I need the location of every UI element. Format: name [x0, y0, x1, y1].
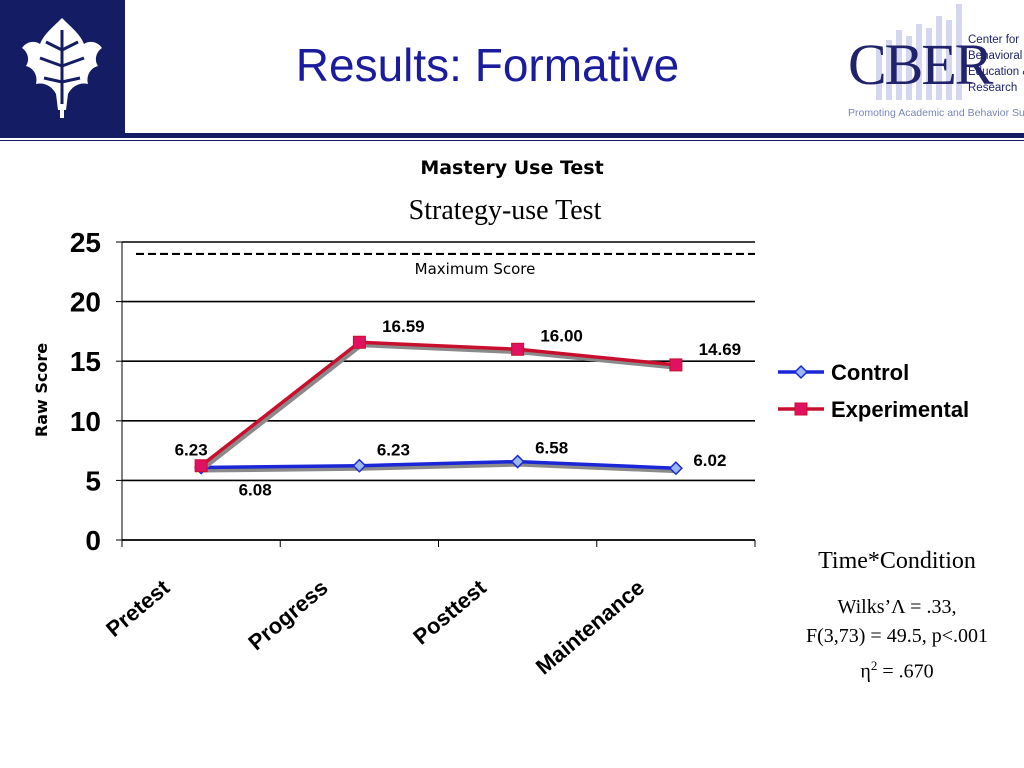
stats-eta-superscript: 2 — [870, 658, 878, 673]
series-line — [201, 459, 676, 470]
y-tick-label: 20 — [70, 287, 101, 318]
x-tick-label: Progress — [243, 575, 332, 655]
cber-line-3: Education & — [968, 66, 1024, 78]
slide-title: Results: Formative — [295, 39, 680, 91]
data-label: 16.00 — [540, 326, 583, 345]
chart-axes: 0 5 10 15 20 25 Pretest Progress Posttest Mainten… — [70, 227, 756, 680]
data-point — [669, 358, 683, 372]
data-point — [511, 342, 525, 356]
cber-letters: CBER — [848, 32, 993, 97]
legend-marker — [793, 364, 809, 380]
data-label: 6.23 — [377, 441, 410, 460]
cber-bars-graphic — [876, 4, 962, 100]
stats-heading: Time*Condition — [818, 548, 976, 574]
data-point — [668, 461, 683, 476]
header-rule-thin — [0, 140, 1024, 141]
series-line — [200, 340, 677, 468]
data-label: 6.58 — [535, 439, 568, 458]
cber-logo: CBER Center for Behavioral Education & R… — [840, 0, 1024, 125]
max-score-label: Maximum Score — [415, 260, 536, 278]
chart-grid — [122, 241, 755, 541]
x-tick-label: Pretest — [101, 574, 175, 642]
cber-line-4: Research — [968, 82, 1018, 94]
chart-series: 6.08 6.23 6.58 6.02 6.23 16.59 16.00 14.69 — [175, 317, 742, 499]
stats-f-test: F(3,73) = 49.5, p<.001 — [805, 625, 988, 647]
y-axis-label: Raw Score — [32, 343, 51, 437]
series-experimental: 6.23 16.59 16.00 14.69 — [175, 317, 742, 473]
max-score-reference: Maximum Score — [136, 252, 755, 278]
y-tick-label: 10 — [70, 406, 101, 437]
chart-subtitle: Strategy-use Test — [409, 195, 602, 226]
strategy-use-line-chart: Mastery Use Test Strategy-use Test Raw S… — [32, 157, 969, 680]
legend-label: Experimental — [831, 397, 969, 422]
cber-line-1: Center for — [968, 34, 1020, 46]
legend-label: Control — [831, 360, 909, 385]
series-shadow — [201, 343, 679, 471]
y-tick-label: 0 — [85, 525, 101, 556]
x-tick-label: Maintenance — [531, 575, 649, 680]
header-rule — [0, 133, 1024, 138]
data-point — [194, 459, 208, 473]
data-label: 6.08 — [239, 481, 272, 500]
data-label: 16.59 — [382, 317, 425, 336]
y-tick-label: 5 — [85, 465, 101, 496]
stats-eta-symbol: η — [860, 660, 871, 683]
series-shadow — [203, 462, 678, 474]
cber-name: Center for Behavioral Education & Resear… — [968, 32, 1024, 96]
chart-legend: Control Experimental — [778, 360, 969, 422]
university-oak-leaf-logo — [0, 0, 125, 133]
y-tick-label: 15 — [70, 346, 101, 377]
data-point — [352, 458, 367, 473]
legend-marker — [794, 402, 808, 416]
stats-eta: η2 = .670 — [770, 651, 1024, 687]
chart-title: Mastery Use Test — [420, 157, 603, 179]
data-point — [352, 335, 366, 349]
series-control: 6.08 6.23 6.58 6.02 — [194, 439, 726, 500]
cber-tagline: Promoting Academic and Behavior Supports — [848, 107, 1024, 119]
data-label: 14.69 — [699, 340, 742, 359]
y-tick-label: 25 — [70, 227, 101, 258]
statistics-block: Time*Condition Wilks’Λ = .33, F(3,73) = … — [770, 548, 1024, 687]
cber-line-2: Behavioral — [968, 50, 1023, 62]
data-label: 6.02 — [693, 451, 726, 470]
x-tick-label: Posttest — [408, 574, 491, 649]
stats-eta-value: = .670 — [877, 660, 934, 683]
data-point — [510, 454, 525, 469]
stats-wilks: Wilks’Λ = .33, — [837, 596, 957, 618]
oak-leaf-icon — [22, 18, 102, 118]
data-label: 6.23 — [175, 441, 208, 460]
